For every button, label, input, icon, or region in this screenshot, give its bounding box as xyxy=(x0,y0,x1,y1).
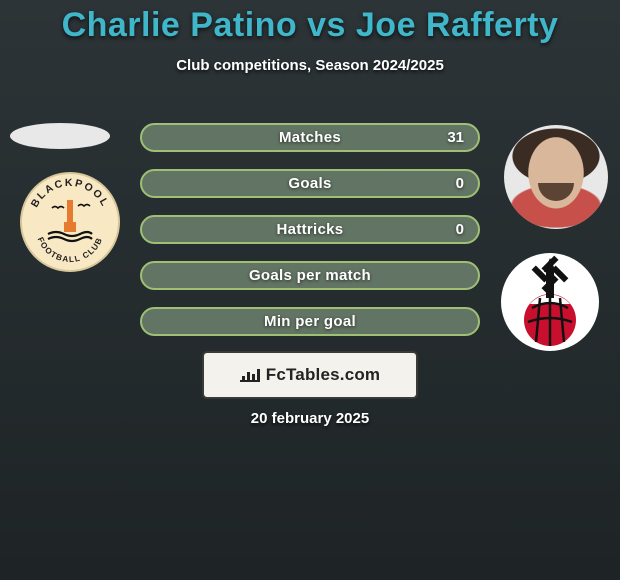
club2-crest xyxy=(500,252,600,352)
stat-right: 0 xyxy=(456,221,464,238)
stat-row: Min per goal xyxy=(140,307,480,336)
stat-label: Goals xyxy=(288,175,331,192)
stat-right: 31 xyxy=(447,129,464,146)
stat-row: Goals 0 xyxy=(140,169,480,198)
subtitle: Club competitions, Season 2024/2025 xyxy=(0,57,620,74)
stat-label: Goals per match xyxy=(249,267,371,284)
stat-rows: Matches 31 Goals 0 Hattricks 0 Goals per… xyxy=(140,123,480,353)
page-title: Charlie Patino vs Joe Rafferty xyxy=(0,0,620,45)
player2-face xyxy=(504,125,608,229)
chart-icon xyxy=(240,367,260,383)
date-text: 20 february 2025 xyxy=(0,410,620,427)
stat-label: Min per goal xyxy=(264,313,356,330)
stat-row: Goals per match xyxy=(140,261,480,290)
stat-label: Matches xyxy=(279,129,341,146)
stat-right: 0 xyxy=(456,175,464,192)
player2-avatar xyxy=(504,125,608,229)
club1-crest: BLACKPOOL FOOTBALL CLUB xyxy=(20,172,120,272)
stat-row: Matches 31 xyxy=(140,123,480,152)
stat-label: Hattricks xyxy=(277,221,344,238)
watermark-text: FcTables.com xyxy=(266,365,381,385)
stat-row: Hattricks 0 xyxy=(140,215,480,244)
watermark: FcTables.com xyxy=(202,351,418,399)
player1-avatar xyxy=(10,123,110,149)
